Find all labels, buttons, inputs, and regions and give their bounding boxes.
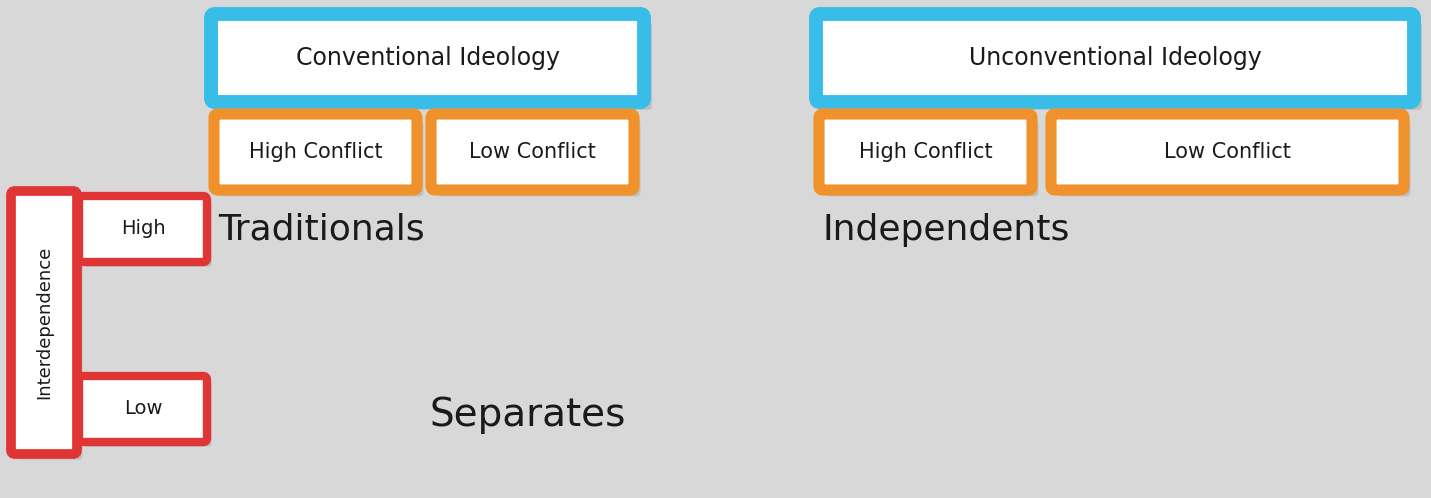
- FancyBboxPatch shape: [826, 121, 1039, 196]
- Text: Conventional Ideology: Conventional Ideology: [295, 46, 560, 70]
- FancyBboxPatch shape: [819, 114, 1032, 190]
- Text: Unconventional Ideology: Unconventional Ideology: [969, 46, 1261, 70]
- Text: Separates: Separates: [429, 396, 627, 434]
- FancyBboxPatch shape: [431, 114, 634, 190]
- FancyBboxPatch shape: [11, 191, 77, 454]
- FancyBboxPatch shape: [79, 196, 207, 262]
- FancyBboxPatch shape: [824, 22, 1422, 110]
- FancyBboxPatch shape: [438, 121, 641, 196]
- Text: Low: Low: [123, 399, 162, 418]
- FancyBboxPatch shape: [816, 14, 1414, 102]
- Text: High Conflict: High Conflict: [859, 142, 992, 162]
- Text: Independents: Independents: [823, 213, 1070, 247]
- FancyBboxPatch shape: [219, 22, 653, 110]
- FancyBboxPatch shape: [17, 197, 83, 460]
- FancyBboxPatch shape: [215, 114, 416, 190]
- Text: Interdependence: Interdependence: [34, 246, 53, 399]
- Text: Low Conflict: Low Conflict: [1163, 142, 1291, 162]
- FancyBboxPatch shape: [84, 381, 212, 447]
- FancyBboxPatch shape: [220, 121, 424, 196]
- Text: High Conflict: High Conflict: [249, 142, 382, 162]
- FancyBboxPatch shape: [1058, 121, 1411, 196]
- Text: Traditionals: Traditionals: [218, 213, 425, 247]
- FancyBboxPatch shape: [79, 376, 207, 442]
- Text: High: High: [120, 220, 166, 239]
- FancyBboxPatch shape: [84, 201, 212, 267]
- Text: Low Conflict: Low Conflict: [469, 142, 595, 162]
- FancyBboxPatch shape: [1050, 114, 1404, 190]
- FancyBboxPatch shape: [210, 14, 644, 102]
